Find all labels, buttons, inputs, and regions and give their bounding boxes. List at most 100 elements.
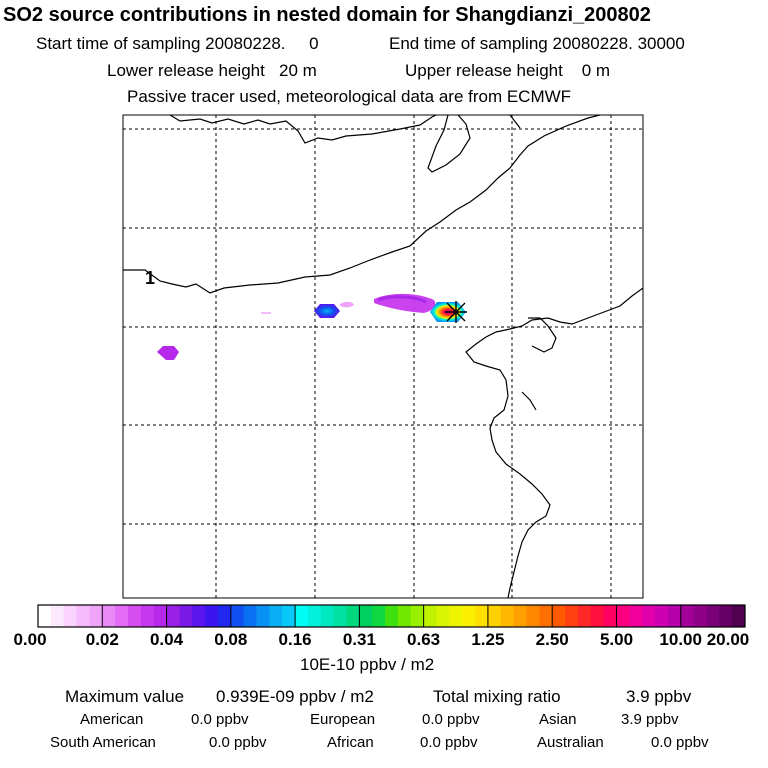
colorbar-swatch [616, 605, 630, 627]
colorbar-tick-label: 0.00 [13, 630, 46, 649]
max-value-label: Maximum value [65, 687, 185, 706]
plume-faint-wisp [340, 301, 354, 308]
colorbar-tick-label: 0.31 [343, 630, 376, 649]
colorbar-swatch [307, 605, 322, 627]
colorbar-swatch [269, 605, 283, 627]
colorbar-swatch [423, 605, 437, 627]
colorbar-swatch [565, 605, 579, 627]
colorbar [37, 604, 746, 628]
colorbar-swatch [410, 605, 425, 627]
upper-height-value: 0 m [581, 61, 611, 80]
region-value: 0.0 ppbv [191, 711, 249, 728]
upper-release-height: Upper release height 0 m [405, 61, 610, 81]
lower-release-height: Lower release height 20 m [107, 61, 317, 81]
colorbar-swatch [166, 605, 180, 627]
colorbar-tick-label: 0.16 [279, 630, 312, 649]
colorbar-swatch [475, 605, 489, 627]
colorbar-swatch [205, 605, 219, 627]
region-name: African [327, 734, 374, 751]
region-number-label: 1 [145, 268, 155, 288]
colorbar-swatch [552, 605, 566, 627]
colorbar-swatch [63, 605, 77, 627]
colorbar-tick-label: 0.63 [407, 630, 440, 649]
colorbar-tick-label: 20.00 [707, 630, 750, 649]
colorbar-tick-label: 2.50 [536, 630, 569, 649]
lower-height-label: Lower release height [107, 61, 265, 80]
colorbar-swatch [243, 605, 257, 627]
colorbar-swatch [539, 605, 553, 627]
start-time-value: 20080228. 0 [205, 34, 319, 53]
colorbar-swatch [333, 605, 347, 627]
colorbar-swatch [526, 605, 540, 627]
receptor-marker [445, 301, 467, 323]
region-value: 0.0 ppbv [651, 734, 709, 751]
start-time: Start time of sampling 20080228. 0 [36, 34, 319, 54]
region-name: Asian [539, 711, 577, 728]
colorbar-swatch [38, 605, 52, 627]
concentration-plumes [157, 293, 466, 360]
colorbar-frame [37, 604, 746, 628]
colorbar-swatch [385, 605, 399, 627]
colorbar-swatch [462, 605, 476, 627]
total-mixing-value: 3.9 ppbv [626, 687, 692, 706]
colorbar-swatch [372, 605, 386, 627]
colorbar-tick-label: 0.04 [150, 630, 184, 649]
colorbar-tick-label: 0.08 [214, 630, 247, 649]
region-name: Australian [537, 734, 604, 751]
colorbar-swatch [256, 605, 270, 627]
colorbar-swatch [642, 605, 656, 627]
colorbar-swatch [719, 605, 733, 627]
total-mixing-label: Total mixing ratio [433, 687, 561, 706]
map-frame [122, 114, 644, 599]
colorbar-swatch [102, 605, 116, 627]
colorbar-swatch [436, 605, 450, 627]
colorbar-swatch [76, 605, 90, 627]
colorbar-swatch [590, 605, 604, 627]
region-name: European [310, 711, 376, 728]
colorbar-swatch [346, 605, 360, 627]
colorbar-swatch [706, 605, 720, 627]
colorbar-swatch [359, 605, 373, 627]
colorbar-swatch [655, 605, 669, 627]
colorbar-swatch [89, 605, 103, 627]
end-time-label: End time of sampling [389, 34, 548, 53]
colorbar-swatch [153, 605, 167, 627]
plume-tail-core [377, 295, 427, 304]
colorbar-swatch [140, 605, 155, 627]
colorbar-swatch [629, 605, 643, 627]
start-time-label: Start time of sampling [36, 34, 201, 53]
region-value: 0.0 ppbv [422, 711, 480, 728]
end-time-value: 20080228. 30000 [552, 34, 685, 53]
region-name: South American [50, 734, 156, 751]
colorbar-tick-label: 1.25 [471, 630, 504, 649]
colorbar-swatch [115, 605, 129, 627]
max-value: 0.939E-09 ppbv / m2 [216, 687, 374, 706]
colorbar-swatch [192, 605, 206, 627]
colorbar-units: 10E-10 ppbv / m2 [300, 655, 435, 674]
colorbar-swatch [732, 605, 746, 627]
colorbar-tick-labels: 0.00 0.02 0.04 0.08 0.16 0.31 0.63 1.25 2.50 5.00… [13, 630, 749, 649]
region-value: 0.0 ppbv [209, 734, 267, 751]
colorbar-swatch [500, 605, 515, 627]
colorbar-tick-label: 10.00 [659, 630, 702, 649]
tracer-note: Passive tracer used, meteorological data… [127, 87, 572, 106]
colorbar-swatch [449, 605, 463, 627]
end-time: End time of sampling 20080228. 30000 [389, 34, 685, 54]
colorbar-swatch [513, 605, 527, 627]
colorbar-swatch [320, 605, 335, 627]
region-value: 3.9 ppbv [621, 711, 679, 728]
colorbar-swatch [230, 605, 245, 627]
colorbar-swatch [487, 605, 502, 627]
plume-far-west [157, 346, 179, 360]
colorbar-swatch [179, 605, 193, 627]
region-name: American [80, 711, 144, 728]
colorbar-swatch [127, 605, 142, 627]
region-value: 0.0 ppbv [420, 734, 478, 751]
plume-isolated-patch [314, 304, 340, 318]
colorbar-tick-label: 5.00 [600, 630, 633, 649]
colorbar-swatch [50, 605, 65, 627]
chart-title: SO2 source contributions in nested domai… [3, 4, 651, 26]
colorbar-swatch [295, 605, 309, 627]
lower-height-value: 20 m [279, 61, 317, 80]
